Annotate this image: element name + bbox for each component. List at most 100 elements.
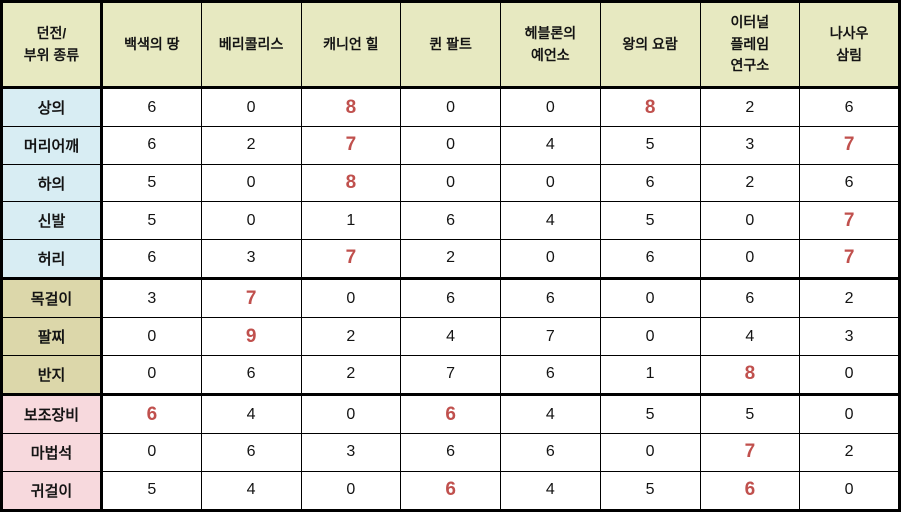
table-cell: 6 (500, 278, 601, 319)
table-cell: 0 (101, 317, 202, 356)
table-row: 팔찌 0 9 2 4 7 0 4 3 (1, 317, 900, 356)
row-label: 신발 (1, 201, 103, 240)
table-cell: 0 (200, 86, 302, 128)
row-label: 하의 (1, 163, 103, 203)
table-cell: 6 (400, 470, 501, 513)
table-cell: 6 (599, 238, 701, 281)
table-cell: 0 (101, 433, 202, 472)
table-cell: 5 (599, 126, 701, 165)
column-header: 헤블론의 예언소 (500, 1, 601, 89)
column-header: 왕의 요람 (599, 1, 701, 89)
table-cell: 0 (599, 278, 701, 319)
table-row: 하의 5 0 8 0 0 6 2 6 (1, 163, 900, 203)
table-cell: 6 (400, 201, 501, 240)
table-cell: 4 (500, 126, 601, 165)
table-cell: 6 (101, 126, 202, 165)
table-cell: 0 (300, 470, 402, 513)
table-cell: 2 (699, 86, 801, 128)
row-label: 상의 (1, 86, 103, 128)
table-cell: 7 (799, 238, 900, 281)
corner-header: 던전/부위 종류 (1, 1, 103, 89)
table-cell: 0 (300, 278, 402, 319)
table-cell: 7 (799, 126, 900, 165)
table-cell: 4 (400, 317, 501, 356)
table-cell: 4 (200, 393, 302, 435)
row-label: 목걸이 (1, 278, 103, 319)
row-label: 팔찌 (1, 317, 103, 356)
table-cell: 8 (300, 86, 402, 128)
corner-header-line: 부위 종류 (23, 46, 80, 63)
table-cell: 5 (599, 201, 701, 240)
table-cell: 6 (101, 393, 202, 435)
table-cell: 2 (400, 238, 501, 281)
column-header-line: 왕의 요람 (622, 35, 678, 52)
corner-header-line: 던전/ (36, 24, 67, 41)
table-cell: 9 (200, 317, 302, 356)
table-row: 보조장비 6 4 0 6 4 5 5 0 (1, 393, 900, 435)
table-cell: 3 (300, 433, 402, 472)
row-label: 허리 (1, 238, 103, 281)
table-row: 머리어깨 6 2 7 0 4 5 3 7 (1, 126, 900, 165)
table-cell: 6 (699, 278, 801, 319)
table-cell: 8 (300, 163, 402, 203)
table-cell: 0 (500, 238, 601, 281)
column-header: 캐니언 힐 (300, 1, 402, 89)
row-label: 반지 (1, 354, 103, 397)
table-cell: 6 (200, 354, 302, 397)
table-cell: 3 (799, 317, 900, 356)
table-cell: 0 (799, 354, 900, 397)
table-cell: 7 (400, 354, 501, 397)
table-cell: 0 (101, 354, 202, 397)
table-cell: 4 (699, 317, 801, 356)
table-cell: 2 (799, 433, 900, 472)
column-header-line: 삼림 (836, 46, 862, 63)
table-cell: 1 (599, 354, 701, 397)
table-row: 허리 6 3 7 2 0 6 0 7 (1, 238, 900, 281)
table-cell: 7 (500, 317, 601, 356)
table-cell: 6 (101, 238, 202, 281)
table-cell: 7 (799, 201, 900, 240)
column-header-line: 캐니언 힐 (323, 35, 379, 52)
table-cell: 6 (799, 163, 900, 203)
table-cell: 2 (699, 163, 801, 203)
column-header: 퀸 팔트 (400, 1, 501, 89)
column-header-line: 백색의 땅 (124, 35, 180, 52)
table-cell: 6 (599, 163, 701, 203)
column-header-line: 이터널 (730, 13, 770, 30)
column-header-line: 연구소 (730, 57, 770, 74)
table-cell: 5 (101, 470, 202, 513)
table-cell: 6 (400, 278, 501, 319)
table-cell: 0 (200, 201, 302, 240)
table-row: 마법석 0 6 3 6 6 0 7 2 (1, 433, 900, 472)
table-cell: 3 (200, 238, 302, 281)
table-cell: 7 (300, 238, 402, 281)
table-row: 신발 5 0 1 6 4 5 0 7 (1, 201, 900, 240)
table-cell: 7 (300, 126, 402, 165)
table-cell: 6 (400, 393, 501, 435)
table-cell: 6 (799, 86, 900, 128)
table-cell: 0 (599, 317, 701, 356)
table-cell: 4 (200, 470, 302, 513)
row-label: 머리어깨 (1, 126, 103, 165)
column-header: 이터널 플레임 연구소 (699, 1, 801, 89)
table-cell: 6 (400, 433, 501, 472)
table-cell: 5 (699, 393, 801, 435)
table-cell: 0 (799, 470, 900, 513)
column-header-line: 퀸 팔트 (429, 35, 472, 52)
table-cell: 7 (699, 433, 801, 472)
column-header-line: 베리콜리스 (218, 35, 284, 52)
column-header-line: 나사우 (829, 24, 869, 41)
table-cell: 0 (200, 163, 302, 203)
table-row: 귀걸이 5 4 0 6 4 5 6 0 (1, 470, 900, 513)
table-cell: 0 (500, 163, 601, 203)
table-cell: 5 (101, 163, 202, 203)
table-cell: 5 (599, 470, 701, 513)
table-cell: 3 (101, 278, 202, 319)
table-cell: 0 (400, 86, 501, 128)
table-cell: 6 (200, 433, 302, 472)
table-cell: 6 (699, 470, 801, 513)
table-cell: 2 (300, 354, 402, 397)
table-cell: 3 (699, 126, 801, 165)
